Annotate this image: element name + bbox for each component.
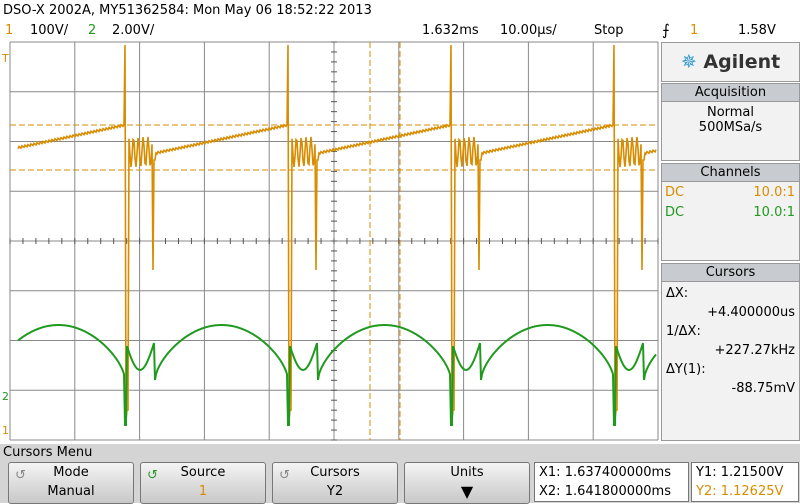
cursors: Cursors ΔX: +4.400000us 1/ΔX: +227.27kHz… [661, 263, 800, 441]
trigger-source: 1 [690, 23, 699, 38]
ch2-probe: 10.0:1 [753, 205, 795, 220]
dy: -88.75mV [731, 381, 795, 396]
ch2-marker: 2 [2, 390, 9, 403]
ch1-scale: 100V/ [30, 23, 69, 38]
ch2-trace [17, 324, 657, 426]
knob-icon: ↺ [147, 468, 158, 483]
acq-rate: 500MSa/s [698, 120, 763, 135]
softkey-label: Mode [53, 465, 89, 480]
trigger-icon: ⨍ [662, 21, 670, 39]
ch1-trace [17, 44, 657, 421]
dx: +4.400000us [707, 305, 795, 320]
softkey-arrow: ▼ [460, 482, 474, 501]
y-readout: Y1: 1.21500V Y2: 1.12625V [691, 462, 799, 502]
softkey-value: 1 [198, 484, 208, 499]
acq-mode: Normal [706, 105, 755, 120]
softkey-label: Cursors [310, 465, 360, 480]
softkey[interactable]: Mode Manual ↺ [8, 462, 134, 504]
inv-label: 1/ΔX: [666, 324, 701, 339]
knob-icon: ↺ [279, 468, 290, 483]
acq-title: Acquisition [662, 84, 799, 102]
ch1-marker: 1 [2, 424, 9, 437]
channels: Channels DC 10.0:1 DC 10.0:1 [661, 163, 800, 261]
dx-label: ΔX: [666, 286, 689, 301]
inv: +227.27kHz [714, 343, 795, 358]
ch2-scale: 2.00V/ [112, 23, 155, 38]
ch2-coupling: DC [665, 205, 685, 220]
delay: 1.632ms [422, 23, 479, 38]
x1: X1: 1.637400000ms [539, 465, 671, 480]
y1: Y1: 1.21500V [696, 465, 784, 480]
timebase: 10.00µs/ [500, 23, 557, 38]
ch-title: Channels [662, 164, 799, 182]
trigger-marker: T [2, 52, 9, 65]
y2: Y2: 1.12625V [696, 484, 784, 499]
menu-title: Cursors Menu [3, 445, 93, 460]
x-readout: X1: 1.637400000ms X2: 1.641800000ms [534, 462, 689, 502]
acquisition: Acquisition Normal 500MSa/s [661, 83, 800, 161]
softkey-label: Units [450, 465, 484, 480]
x2: X2: 1.641800000ms [539, 484, 671, 499]
run-state: Stop [594, 23, 624, 38]
title: DSO-X 2002A, MY51362584: Mon May 06 18:5… [3, 3, 372, 18]
softkey[interactable]: Units ▼ [404, 462, 530, 504]
brand-text: Agilent [703, 51, 781, 73]
ch1-probe: 10.0:1 [753, 185, 795, 200]
softkey-value: Y2 [326, 484, 344, 499]
cur-title: Cursors [662, 264, 799, 282]
ch2-label: 2 [88, 23, 97, 38]
softkey[interactable]: Cursors Y2 ↺ [272, 462, 398, 504]
softkey[interactable]: Source 1 ↺ [140, 462, 266, 504]
softkey-value: Manual [47, 484, 95, 499]
ch1-label: 1 [5, 23, 14, 38]
brand: ✵ Agilent [661, 42, 800, 82]
softkey-label: Source [180, 465, 226, 480]
trigger-level: 1.58V [738, 23, 776, 38]
knob-icon: ↺ [15, 468, 26, 483]
graticule [9, 41, 659, 441]
ch1-coupling: DC [665, 185, 685, 200]
dy-label: ΔY(1): [666, 362, 706, 377]
